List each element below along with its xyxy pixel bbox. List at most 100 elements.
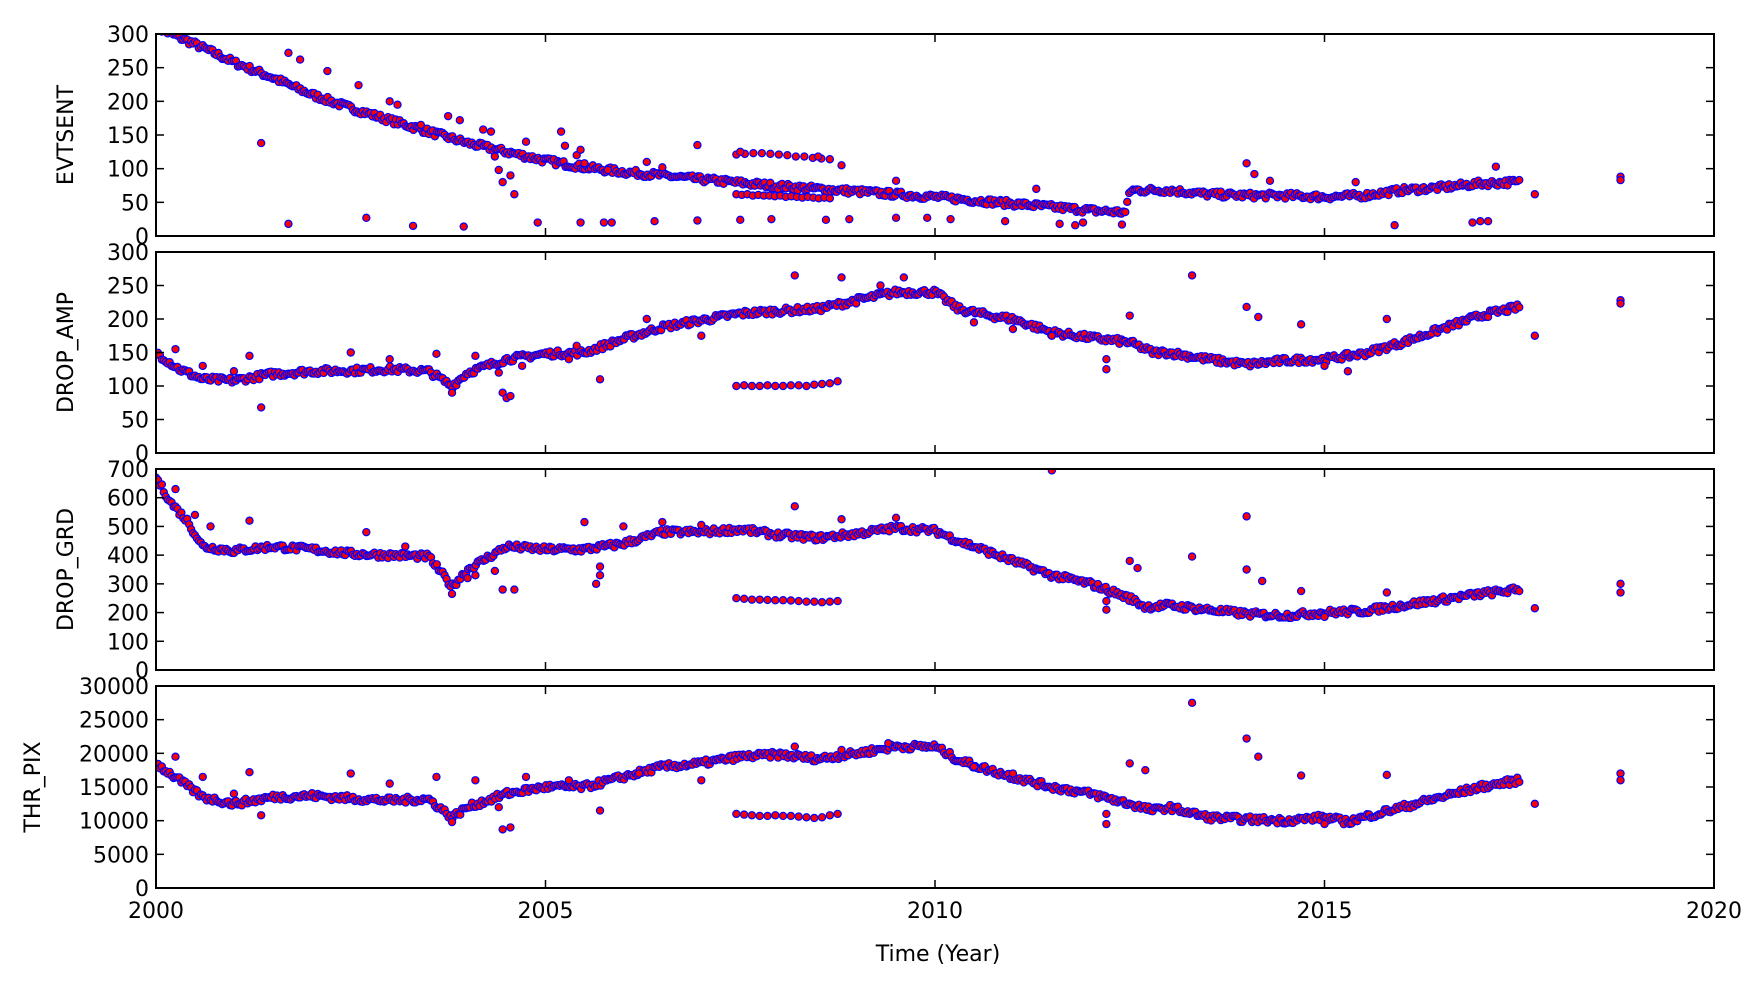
- outlier-point: [393, 100, 402, 109]
- outlier-point: [697, 520, 706, 530]
- cluster-point: [763, 595, 772, 605]
- outlier-point: [1047, 469, 1057, 475]
- cluster-point: [786, 811, 796, 821]
- outlier-point: [447, 589, 457, 599]
- y-tick-label: 250: [107, 275, 149, 300]
- outlier-point: [517, 361, 527, 371]
- cluster-point: [800, 152, 809, 161]
- outlier-point: [603, 165, 613, 175]
- trend-point: [154, 22, 161, 29]
- y-tick-label: 200: [107, 602, 149, 627]
- y-tick-label: 150: [107, 124, 149, 149]
- outlier-point: [1125, 759, 1134, 768]
- outlier-point: [891, 176, 901, 185]
- outlier-point: [385, 97, 394, 106]
- outlier-point: [580, 517, 589, 527]
- cluster-point: [825, 597, 835, 606]
- y-tick-label: 0: [135, 877, 149, 902]
- panel-drop-grd: 0 100 200 300 400 500 600 700 DROP_GRD: [54, 458, 1715, 684]
- cluster-point: [747, 811, 757, 820]
- outlier-point: [1382, 770, 1392, 780]
- outlier-point: [284, 48, 293, 58]
- y-tick-label: 30000: [79, 675, 149, 700]
- outlier-point: [607, 218, 616, 227]
- x-tick-label: 2015: [1297, 899, 1353, 924]
- outlier-point: [471, 776, 480, 785]
- outlier-point: [498, 177, 507, 187]
- outlier-point: [1102, 605, 1111, 614]
- cluster-point: [771, 381, 780, 391]
- cluster-point: [786, 381, 796, 390]
- outlier-point: [198, 772, 207, 782]
- outlier-point: [206, 522, 215, 531]
- outlier-point: [362, 213, 371, 223]
- outlier-point: [837, 745, 846, 755]
- y-tick-label: 300: [107, 241, 149, 266]
- outlier-point: [876, 281, 885, 290]
- cluster-point: [732, 381, 741, 391]
- panel-drop-amp: 0 50 100 150 200 250 300 DROP_AMP: [54, 241, 1715, 467]
- axes-frame: [155, 251, 1715, 454]
- y-tick-label: 50: [121, 409, 149, 434]
- outlier-point: [693, 216, 702, 225]
- trend-point: [160, 26, 167, 33]
- outlier-point: [1047, 331, 1057, 340]
- axes-frame: [155, 33, 1715, 237]
- cluster-point: [763, 381, 772, 390]
- outlier-point: [408, 221, 418, 231]
- outlier-point: [1296, 586, 1306, 596]
- outlier-point: [580, 159, 589, 168]
- outlier-point: [256, 811, 266, 820]
- y-tick-label: 150: [107, 342, 149, 367]
- outlier-point: [1032, 184, 1041, 194]
- y-axis-title: DROP_GRD: [54, 508, 79, 631]
- outlier-point: [1616, 776, 1625, 785]
- outlier-point: [1242, 302, 1251, 312]
- outlier-point: [564, 776, 574, 785]
- outlier-point: [1117, 220, 1127, 229]
- cluster-point: [825, 155, 835, 164]
- cluster-point: [783, 150, 792, 160]
- outlier-point: [510, 585, 519, 594]
- outlier-point: [1530, 799, 1540, 809]
- cluster-point: [778, 381, 788, 391]
- outlier-point: [171, 484, 180, 494]
- cluster-point: [825, 194, 835, 203]
- outlier-point: [1468, 218, 1477, 227]
- outlier-point: [790, 742, 799, 751]
- cluster-point: [817, 379, 827, 389]
- outlier-point: [510, 190, 519, 199]
- outlier-point: [813, 152, 823, 161]
- outlier-point: [1242, 565, 1251, 574]
- outlier-point: [1125, 556, 1134, 566]
- outlier-point: [1382, 588, 1392, 597]
- outlier-point: [837, 515, 846, 524]
- y-tick-label: 10000: [79, 810, 149, 835]
- outlier-point: [459, 222, 468, 231]
- y-tick-label: 400: [107, 544, 149, 569]
- outlier-point: [486, 127, 496, 136]
- cluster-point: [771, 811, 780, 820]
- outlier-point: [401, 542, 410, 551]
- outlier-point: [171, 752, 180, 761]
- outlier-point: [385, 355, 394, 364]
- outlier-point: [1483, 216, 1493, 226]
- cluster-point: [791, 152, 801, 161]
- cluster-point: [817, 598, 827, 607]
- y-tick-label: 0: [135, 659, 149, 684]
- x-tick-label: 2000: [128, 899, 184, 924]
- outlier-point: [591, 579, 601, 589]
- cluster-point: [794, 381, 803, 390]
- data-points-2: [156, 469, 1625, 623]
- outlier-point: [416, 120, 426, 130]
- outlier-point: [506, 823, 515, 832]
- trend-point: [1515, 777, 1524, 787]
- outlier-point: [658, 163, 667, 172]
- outlier-point: [790, 502, 799, 511]
- outlier-point: [494, 803, 503, 812]
- outlier-point: [1382, 314, 1392, 324]
- outlier-point: [595, 375, 605, 384]
- panel-evtsent: 0 50 100 150 200 250 300 EVTSENT: [54, 22, 1715, 250]
- outlier-point: [1141, 765, 1150, 775]
